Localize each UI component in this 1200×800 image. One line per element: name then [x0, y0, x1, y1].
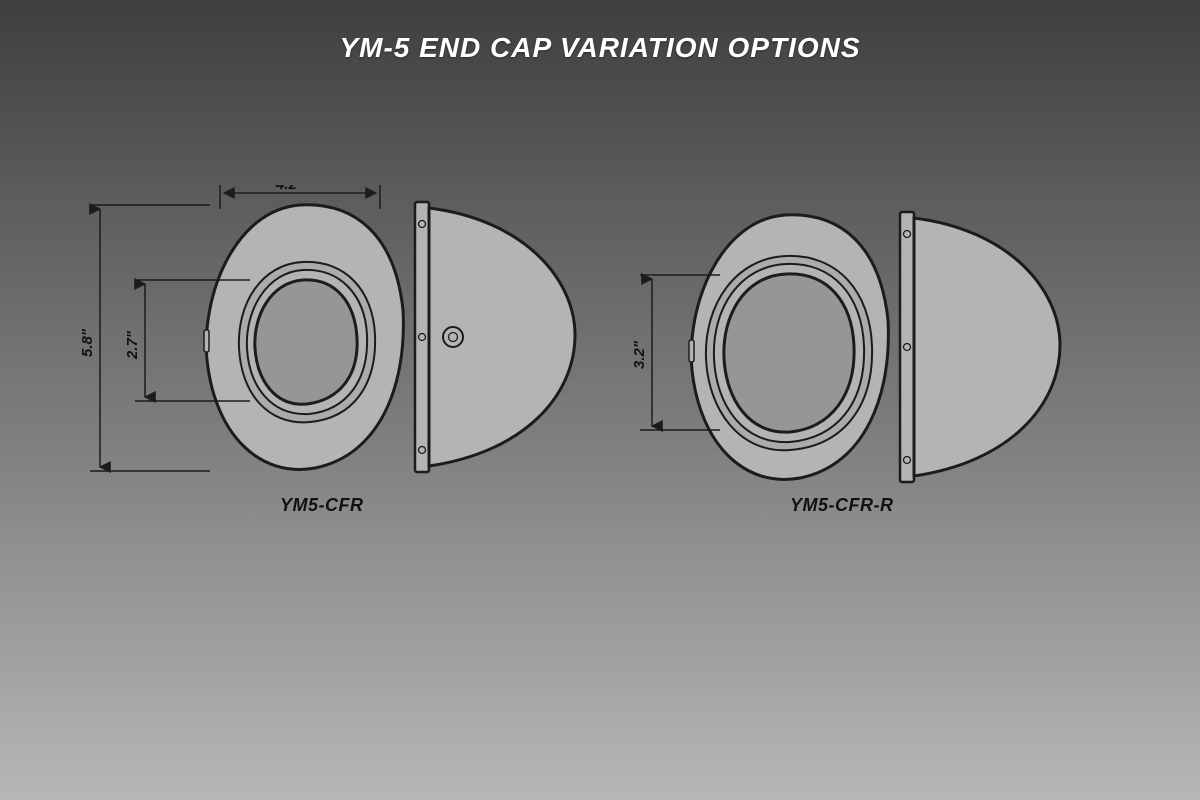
dim-height-inner-r: 3.2": [631, 340, 648, 369]
diagram-stage: YM-5 END CAP VARIATION OPTIONS: [0, 0, 1200, 800]
variant-label-left: YM5-CFR: [280, 495, 364, 516]
front-face: [204, 205, 403, 470]
dim-width: 4.2": [275, 185, 305, 193]
variant-right-svg: 3.2": [620, 205, 1080, 525]
dim-height-outer: 5.8": [80, 328, 96, 357]
side-profile: [415, 202, 575, 472]
side-profile-r: [900, 212, 1060, 482]
page-title: YM-5 END CAP VARIATION OPTIONS: [0, 32, 1200, 64]
front-face-r: [689, 215, 888, 480]
dim-height-inner: 2.7": [124, 330, 141, 360]
variant-left-svg: 4.2" 5.8" 2.7": [80, 185, 580, 525]
variant-label-right: YM5-CFR-R: [790, 495, 894, 516]
